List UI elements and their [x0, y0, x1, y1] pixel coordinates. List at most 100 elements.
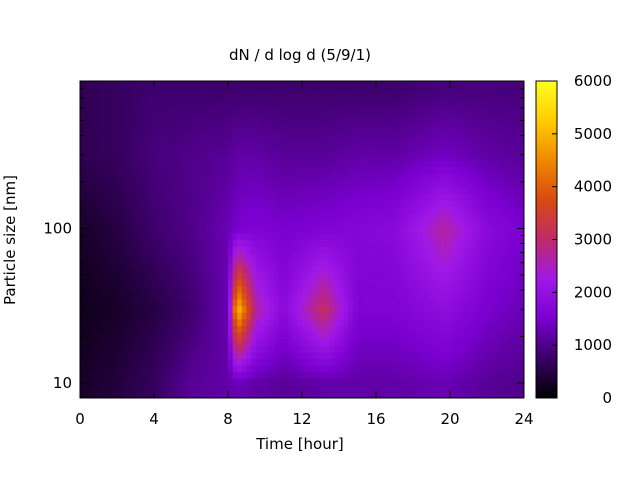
heatmap-cell	[491, 272, 497, 280]
heatmap-cell	[436, 279, 442, 287]
heatmap-cell	[487, 331, 493, 340]
heatmap-cell	[348, 100, 354, 109]
heatmap-cell	[241, 285, 248, 293]
heatmap-cell	[519, 81, 524, 89]
heatmap-cell	[121, 345, 127, 353]
heatmap-cell	[144, 318, 150, 326]
heatmap-cell	[195, 378, 201, 386]
heatmap-cell	[255, 206, 261, 214]
heatmap-cell	[112, 87, 118, 95]
heatmap-cell	[413, 384, 419, 392]
heatmap-cell	[107, 114, 113, 122]
heatmap-cell	[288, 345, 294, 353]
heatmap-cell	[491, 364, 497, 373]
heatmap-cell	[463, 173, 470, 181]
heatmap-cell	[413, 166, 419, 175]
heatmap-cell	[237, 364, 243, 373]
heatmap-cell	[93, 364, 100, 373]
heatmap-cell	[140, 153, 146, 161]
heatmap-cell	[112, 232, 118, 241]
heatmap-cell	[389, 219, 396, 227]
heatmap-cell	[445, 239, 451, 247]
heatmap-cell	[246, 239, 252, 247]
heatmap-cell	[209, 100, 215, 109]
heatmap-cell	[209, 120, 215, 128]
heatmap-cell	[431, 378, 437, 386]
heatmap-cell	[181, 213, 187, 221]
heatmap-cell	[265, 259, 271, 267]
heatmap-cell	[399, 100, 405, 109]
heatmap-cell	[200, 345, 206, 353]
heatmap-cell	[343, 81, 349, 89]
heatmap-cell	[510, 193, 516, 201]
heatmap-cell	[366, 107, 372, 115]
heatmap-cell	[514, 285, 520, 293]
heatmap-cell	[274, 325, 280, 333]
heatmap-cell	[302, 160, 308, 168]
heatmap-cell	[260, 252, 266, 260]
heatmap-cell	[214, 292, 220, 300]
heatmap-cell	[352, 318, 359, 326]
heatmap-cell	[89, 364, 95, 373]
heatmap-cell	[167, 193, 174, 201]
heatmap-cell	[436, 166, 442, 175]
heatmap-cell	[144, 331, 150, 340]
heatmap-cell	[306, 318, 312, 326]
heatmap-cell	[440, 81, 446, 89]
heatmap-cell	[445, 114, 451, 122]
heatmap-cell	[163, 338, 169, 346]
heatmap-cell	[274, 186, 280, 194]
heatmap-cell	[181, 391, 187, 398]
heatmap-cell	[440, 100, 446, 109]
heatmap-cell	[218, 351, 224, 359]
heatmap-cell	[228, 259, 234, 267]
heatmap-cell	[450, 331, 456, 340]
heatmap-cell	[445, 338, 451, 346]
heatmap-cell	[394, 199, 400, 208]
heatmap-cell	[352, 391, 359, 398]
heatmap-cell	[135, 100, 141, 109]
heatmap-cell	[431, 153, 437, 161]
heatmap-cell	[288, 147, 294, 155]
heatmap-cell	[260, 378, 266, 386]
heatmap-cell	[394, 384, 400, 392]
heatmap-cell	[436, 378, 442, 386]
heatmap-cell	[510, 364, 516, 373]
heatmap-cell	[371, 345, 377, 353]
heatmap-cell	[389, 94, 396, 102]
heatmap-cell	[362, 219, 368, 227]
heatmap-cell	[306, 127, 312, 135]
heatmap-cell	[339, 226, 345, 234]
heatmap-cell	[181, 246, 187, 254]
heatmap-cell	[209, 160, 215, 168]
heatmap-cell	[186, 272, 192, 280]
heatmap-cell	[371, 292, 377, 300]
heatmap-cell	[450, 325, 456, 333]
heatmap-cell	[200, 226, 206, 234]
heatmap-cell	[117, 331, 123, 340]
heatmap-cell	[283, 120, 289, 128]
heatmap-cell	[311, 199, 317, 208]
heatmap-cell	[329, 140, 335, 148]
heatmap-cell	[288, 252, 294, 260]
heatmap-cell	[191, 147, 197, 155]
heatmap-cell	[482, 107, 488, 115]
heatmap-cell	[408, 107, 414, 115]
heatmap-cell	[130, 351, 137, 359]
heatmap-cell	[107, 351, 113, 359]
heatmap-cell	[329, 127, 335, 135]
heatmap-cell	[362, 312, 368, 320]
heatmap-cell	[491, 153, 497, 161]
heatmap-cell	[214, 239, 220, 247]
heatmap-cell	[389, 153, 396, 161]
heatmap-cell	[209, 147, 215, 155]
heatmap-cell	[117, 259, 123, 267]
heatmap-cell	[450, 351, 456, 359]
heatmap-cell	[214, 312, 220, 320]
heatmap-cell	[255, 107, 261, 115]
heatmap-cell	[260, 206, 266, 214]
heatmap-cell	[181, 120, 187, 128]
heatmap-cell	[366, 325, 372, 333]
heatmap-cell	[214, 160, 220, 168]
heatmap-cell	[306, 391, 312, 398]
